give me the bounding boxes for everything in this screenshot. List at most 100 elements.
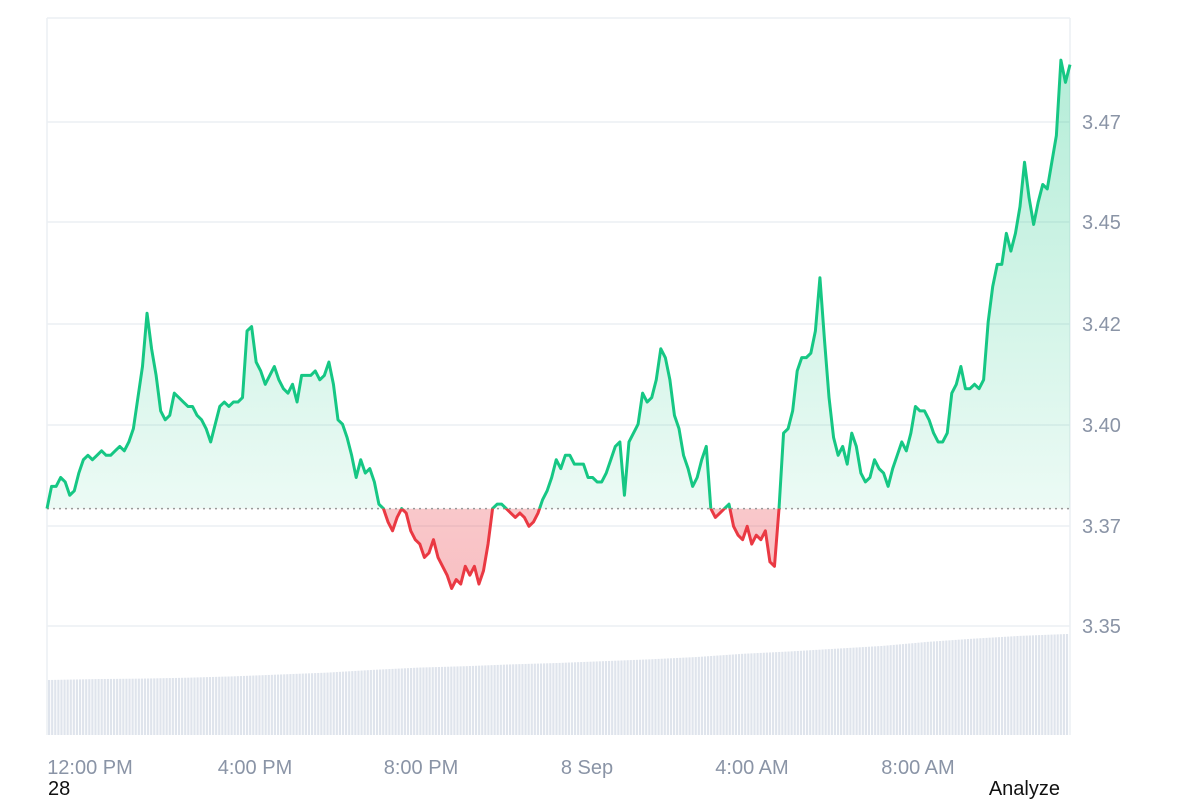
volume-bar (905, 643, 908, 735)
volume-bar (419, 667, 422, 735)
volume-bar (106, 678, 109, 735)
volume-bar (366, 670, 369, 735)
volume-bar (586, 661, 589, 735)
volume-bar (567, 662, 570, 735)
volume-bar (493, 665, 496, 735)
volume-bar (137, 678, 140, 735)
volume-bar (332, 672, 335, 735)
volume-bar (478, 665, 481, 735)
volume-bar (258, 675, 261, 735)
volume-bar (991, 637, 994, 735)
volume-bar (840, 648, 843, 735)
y-tick-label: 3.40 (1082, 415, 1121, 437)
price-area (47, 60, 1070, 589)
volume-bar (357, 670, 360, 735)
volume-bar (190, 677, 193, 735)
volume-bar (929, 641, 932, 735)
x-tick-label: 4:00 PM (218, 757, 292, 779)
price-line (45, 58, 1072, 590)
volume-bar (945, 640, 948, 735)
volume-bar (122, 678, 125, 735)
volume-bar (128, 678, 131, 735)
volume-bar (682, 657, 685, 735)
volume-bar (997, 637, 1001, 735)
volume-bar (818, 649, 821, 735)
volume-bar (530, 663, 533, 735)
volume-bar (276, 674, 280, 735)
volume-bar (703, 656, 707, 735)
volume-bar (48, 680, 51, 735)
volume-bar (713, 655, 716, 735)
volume-bar (546, 663, 549, 735)
analyze-link[interactable]: Analyze (988, 778, 1060, 800)
volume-bar (908, 643, 911, 735)
volume-bar (109, 678, 113, 735)
volume-bar (66, 679, 69, 735)
volume-bar (323, 672, 326, 735)
volume-bar (131, 678, 134, 735)
volume-bar (543, 663, 546, 735)
volume-bar (812, 650, 815, 735)
volume-bar (338, 671, 342, 735)
volume-bar (1047, 634, 1050, 735)
volume-bar (580, 662, 583, 735)
volume-bar (793, 651, 796, 735)
volume-bar (233, 676, 236, 735)
volume-bar (787, 651, 790, 735)
volume-bar (762, 652, 765, 735)
volume-bar (790, 651, 793, 735)
volume-bar (756, 653, 759, 735)
volume-bar (976, 638, 979, 735)
volume-bar (815, 649, 818, 735)
volume-bar (156, 678, 159, 735)
volume-bar (468, 666, 471, 735)
volume-bar (648, 659, 651, 735)
volume-bar (886, 645, 889, 735)
volume-bars (48, 634, 1069, 735)
volume-bar (564, 662, 567, 735)
volume-bar (954, 639, 957, 735)
volume-bar (948, 640, 951, 735)
volume-bar (239, 676, 242, 735)
volume-bar (502, 664, 505, 735)
volume-bar (242, 675, 246, 735)
volume-bar (462, 666, 465, 735)
volume-bar (140, 678, 143, 735)
volume-bar (360, 670, 363, 735)
volume-bar (926, 641, 929, 735)
area-above-baseline (47, 60, 1070, 509)
volume-bar (1044, 634, 1047, 735)
volume-bar (97, 679, 100, 735)
volume-bar (487, 665, 490, 735)
volume-bar (196, 677, 199, 735)
volume-bar (700, 656, 703, 735)
volume-bar (103, 678, 106, 735)
volume-bar (892, 644, 895, 735)
volume-bar (165, 678, 168, 735)
volume-bar (527, 663, 530, 735)
volume-bar (985, 637, 988, 735)
y-tick-label: 3.45 (1082, 212, 1121, 234)
volume-bar (626, 660, 629, 735)
volume-bar (1041, 634, 1044, 735)
volume-bar (440, 666, 444, 735)
volume-bar (88, 679, 91, 735)
grid-lines (46, 17, 1071, 735)
volume-bar (951, 640, 954, 735)
volume-bar (651, 659, 654, 735)
volume-bar (1022, 635, 1025, 735)
volume-bar (731, 654, 734, 735)
volume-bar (914, 642, 917, 735)
volume-bar (199, 677, 202, 735)
volume-bar (855, 647, 858, 735)
volume-bar (753, 653, 756, 735)
volume-bar (150, 678, 153, 735)
volume-bar (1034, 635, 1038, 735)
volume-bar (413, 667, 416, 735)
y-tick-label: 3.42 (1082, 314, 1121, 336)
volume-bar (654, 659, 657, 735)
volume-bar (341, 671, 345, 735)
volume-bar (973, 638, 976, 735)
volume-bar (601, 661, 604, 735)
volume-bar (484, 665, 487, 735)
